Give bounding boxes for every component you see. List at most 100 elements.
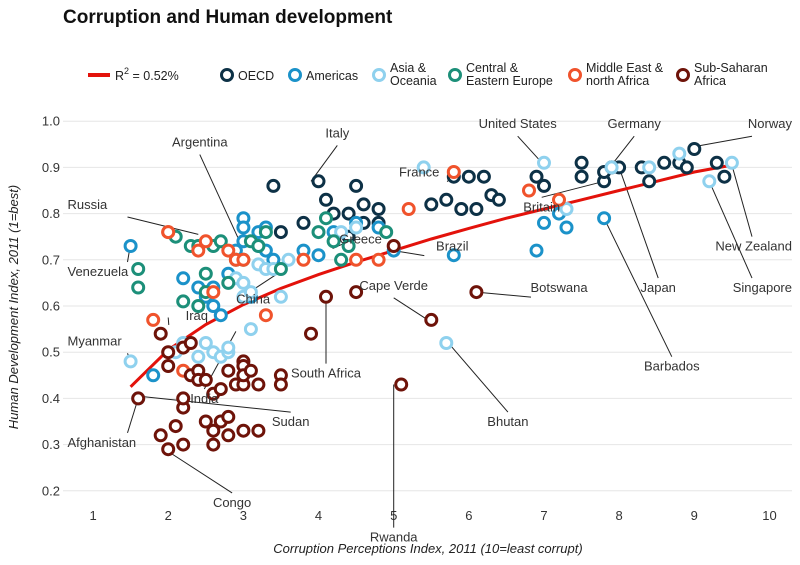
legend-swatch <box>220 68 234 82</box>
data-point <box>198 336 213 350</box>
data-point <box>243 322 258 337</box>
legend-swatch <box>372 68 386 82</box>
data-point <box>439 336 454 350</box>
legend-item-americas: Americas <box>288 68 358 83</box>
annotation-france: France <box>399 165 439 180</box>
data-point <box>266 178 281 193</box>
annotation-line-britain <box>541 180 605 198</box>
data-point <box>213 308 228 323</box>
data-point <box>724 155 739 170</box>
legend-item-asia-oceania: Asia &Oceania <box>372 61 437 88</box>
legend-label: OECD <box>238 69 274 83</box>
legend-trend-base: R <box>115 69 124 83</box>
data-point <box>236 252 251 267</box>
data-point <box>311 248 326 263</box>
data-point <box>251 423 266 438</box>
annotation-line-congo <box>167 451 233 494</box>
annotation-rwanda: Rwanda <box>370 530 418 545</box>
data-point <box>221 409 236 424</box>
x-tick-label: 7 <box>540 508 547 523</box>
data-point <box>394 377 409 392</box>
legend-swatch <box>448 68 462 82</box>
annotation-line-norway <box>694 135 753 148</box>
x-tick-label: 2 <box>165 508 172 523</box>
data-point <box>559 202 574 216</box>
data-point <box>371 202 386 216</box>
y-tick-label: 0.2 <box>42 483 60 498</box>
legend-swatch <box>676 68 690 82</box>
annotation-myanmar: Myanmar <box>68 333 123 348</box>
data-point <box>349 220 364 235</box>
x-tick-label: 9 <box>691 508 698 523</box>
data-point <box>198 266 213 281</box>
x-tick-labels: 1 2 3 4 5 6 7 8 9 10 <box>89 508 776 523</box>
data-point <box>371 252 386 267</box>
x-tick-label: 3 <box>240 508 247 523</box>
legend-label: north Africa <box>586 74 649 88</box>
data-point <box>281 252 296 267</box>
annotation-afghanistan: Afghanistan <box>68 435 137 450</box>
data-point <box>334 225 349 240</box>
data-point <box>356 197 371 212</box>
data-point <box>349 252 364 267</box>
data-point <box>161 442 176 457</box>
y-tick-label: 0.5 <box>42 345 60 360</box>
data-point <box>401 202 416 216</box>
data-point <box>161 345 176 360</box>
annotation-germany: Germany <box>607 116 661 131</box>
data-point <box>243 285 258 300</box>
data-point <box>206 437 221 452</box>
annotation-line-japan <box>618 167 659 279</box>
data-point <box>146 312 161 327</box>
data-point <box>349 285 364 300</box>
data-point <box>161 359 176 373</box>
data-point <box>206 299 221 313</box>
annotation-britain: Britain <box>523 199 560 214</box>
data-point <box>709 155 724 170</box>
y-tick-label: 0.4 <box>42 391 60 406</box>
x-tick-label: 10 <box>762 508 776 523</box>
data-point <box>597 211 612 226</box>
data-point <box>206 285 221 300</box>
data-point <box>191 349 206 364</box>
data-point <box>183 336 198 350</box>
annotation-japan: Japan <box>640 280 675 295</box>
annotation-cape-verde: Cape Verde <box>359 278 428 293</box>
data-point <box>416 160 431 175</box>
data-point <box>454 202 469 216</box>
data-point <box>273 225 288 240</box>
data-point <box>311 225 326 240</box>
annotation-south-africa: South Africa <box>291 366 362 381</box>
y-tick-label: 0.3 <box>42 437 60 452</box>
annotation-venezuela: Venezuela <box>68 264 129 279</box>
data-point <box>341 239 356 253</box>
annotation-line-sudan <box>138 395 291 413</box>
data-point <box>326 234 341 249</box>
x-tick-label: 4 <box>315 508 322 523</box>
annotation-line-russia <box>127 216 199 235</box>
annotation-argentina: Argentina <box>172 135 228 150</box>
legend-label: Asia & <box>390 61 427 75</box>
chart-title: Corruption and Human development <box>63 7 393 28</box>
data-point <box>258 225 273 240</box>
annotation-line-germany <box>611 135 635 166</box>
y-tick-label: 0.7 <box>42 252 60 267</box>
data-point <box>604 160 619 175</box>
data-point <box>446 248 461 263</box>
annotation-barbados: Barbados <box>644 359 700 374</box>
data-point <box>176 294 191 309</box>
data-point <box>379 225 394 240</box>
x-tick-label: 1 <box>89 508 96 523</box>
annotation-singapore: Singapore <box>733 280 792 295</box>
x-tick-label: 8 <box>616 508 623 523</box>
annotation-line-singapore <box>708 181 753 279</box>
data-point <box>153 326 168 341</box>
data-point <box>236 275 251 290</box>
data-point <box>221 363 236 378</box>
legend-swatch <box>288 68 302 82</box>
y-tick-label: 0.8 <box>42 206 60 221</box>
data-point <box>213 382 228 397</box>
legend-label: Africa <box>694 74 726 88</box>
series-sub-saharan-africa <box>131 239 484 457</box>
data-point <box>221 243 236 258</box>
